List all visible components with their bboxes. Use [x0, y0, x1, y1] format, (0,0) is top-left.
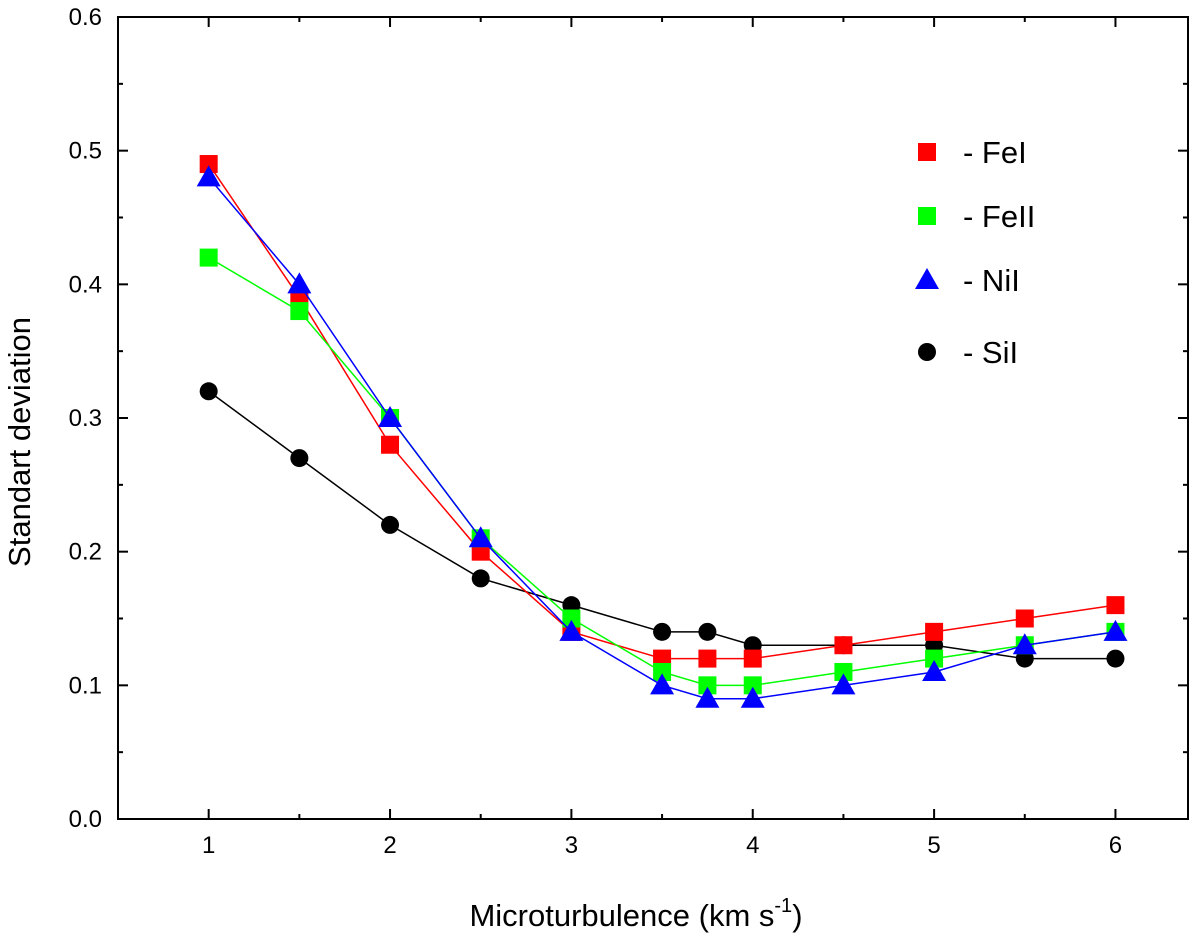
- x-axis-title-superscript: -1: [774, 895, 792, 917]
- series-line-fei: [208, 163, 1116, 660]
- series-line-sii: [208, 390, 1116, 660]
- data-point-nii: [287, 272, 312, 294]
- data-point-feii: [562, 609, 581, 628]
- data-point-fei: [199, 155, 218, 174]
- x-axis-title: Microturbulence (km s-1): [469, 895, 802, 933]
- x-tick-label: 5: [927, 832, 940, 859]
- data-point-nii: [740, 686, 765, 708]
- data-point-feii: [743, 676, 762, 695]
- data-point-feii: [199, 248, 218, 267]
- y-tick-label: 0.3: [69, 405, 102, 432]
- data-point-fei: [1106, 596, 1125, 615]
- legend-label-nii: - NiI: [963, 263, 1020, 298]
- x-tick-label: 2: [383, 832, 396, 859]
- x-axis-title-main: Microturbulence (km s: [469, 898, 774, 933]
- data-point-nii: [468, 526, 493, 548]
- data-point-fei: [381, 435, 400, 454]
- data-point-sii: [381, 515, 400, 534]
- series-nii: [196, 165, 1128, 708]
- data-point-fei: [834, 636, 853, 655]
- plot-border: [117, 16, 1189, 820]
- x-tick-label: 1: [202, 832, 215, 859]
- data-point-sii: [653, 622, 672, 641]
- series-line-nii: [208, 176, 1116, 700]
- y-tick-label: 0.1: [69, 672, 102, 699]
- legend: - FeI - FeII - NiI - SiI: [915, 135, 1035, 370]
- series-line-feii: [208, 256, 1116, 687]
- data-point-feii: [290, 302, 309, 321]
- legend-label-sii: - SiI: [963, 335, 1018, 370]
- legend-label-feii: - FeII: [963, 199, 1035, 234]
- legend-marker-fei: [918, 143, 936, 161]
- data-point-sii: [199, 382, 218, 401]
- series-layer: [196, 155, 1128, 708]
- data-point-nii: [378, 406, 403, 427]
- x-tick-label: 3: [565, 832, 578, 859]
- data-point-nii: [559, 619, 584, 641]
- data-point-nii: [831, 673, 856, 695]
- legend-marker-feii: [918, 207, 936, 225]
- data-point-sii: [1106, 649, 1125, 668]
- data-point-sii: [471, 569, 490, 588]
- x-axis-title-suffix: ): [792, 898, 802, 933]
- data-point-nii: [650, 673, 675, 695]
- y-tick-label: 0.2: [69, 539, 102, 566]
- data-point-feii: [698, 676, 717, 695]
- data-point-fei: [698, 649, 717, 668]
- y-tick-label: 0.5: [69, 138, 102, 165]
- data-point-nii: [1012, 633, 1037, 655]
- legend-label-fei: - FeI: [963, 135, 1027, 170]
- data-point-nii: [695, 686, 720, 708]
- data-point-nii: [922, 659, 947, 681]
- data-point-sii: [290, 449, 309, 468]
- data-point-fei: [1015, 609, 1034, 628]
- y-tick-label: 0.0: [69, 806, 102, 833]
- legend-marker-sii: [918, 343, 936, 361]
- x-tick-label: 6: [1109, 832, 1122, 859]
- x-axis: 1 2 3 4 5 6: [117, 17, 1122, 859]
- data-point-nii: [1103, 619, 1128, 641]
- data-point-feii: [653, 662, 672, 681]
- data-point-feii: [925, 649, 944, 668]
- data-point-fei: [743, 649, 762, 668]
- data-point-fei: [925, 622, 944, 641]
- plot-frame: [117, 16, 1189, 820]
- data-point-sii: [698, 622, 717, 641]
- data-point-nii: [196, 165, 221, 187]
- y-tick-label: 0.6: [69, 4, 102, 31]
- y-axis: 0.0 0.1 0.2 0.3 0.4 0.5 0.6: [69, 4, 1188, 833]
- y-tick-label: 0.4: [69, 271, 102, 298]
- data-point-feii: [834, 662, 853, 681]
- y-axis-title: Standart deviation: [2, 317, 37, 567]
- legend-marker-nii: [915, 268, 939, 289]
- x-tick-label: 4: [746, 832, 759, 859]
